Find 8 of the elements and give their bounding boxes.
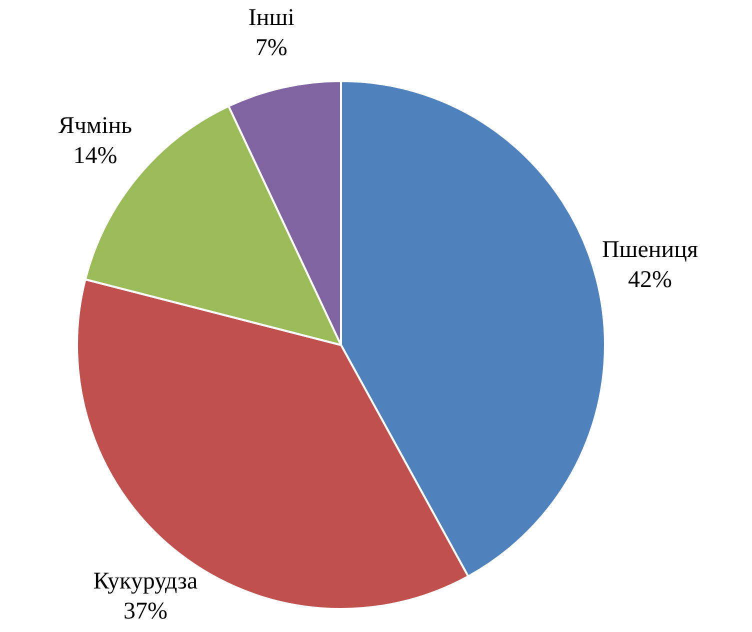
slice-label: Пшениця [602, 236, 698, 263]
data-label: 42% [628, 266, 672, 293]
data-label: 7% [255, 34, 288, 61]
data-label: 14% [73, 142, 118, 169]
slice-label: Кукурудза [93, 568, 198, 594]
slice-label: Ячмінь [58, 112, 132, 139]
slice-label: Інші [248, 4, 295, 31]
data-label: 37% [123, 598, 168, 624]
